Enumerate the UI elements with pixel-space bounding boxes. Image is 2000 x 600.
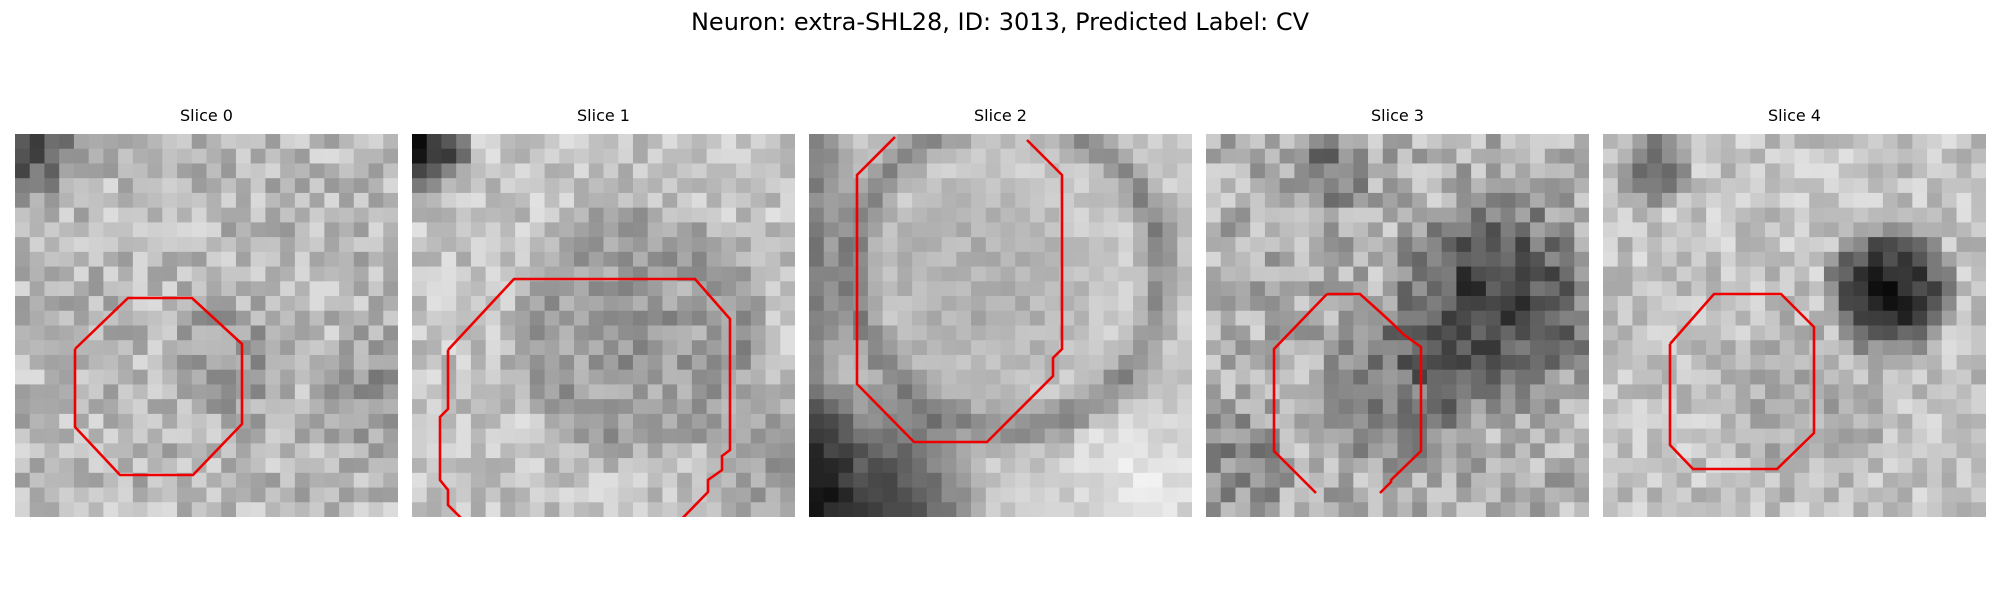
- slice-panel-0: Slice 0: [15, 106, 398, 517]
- cell-outline: [1327, 292, 1423, 494]
- slice-image-canvas: [412, 134, 795, 517]
- figure-title: Neuron: extra-SHL28, ID: 3013, Predicted…: [690, 8, 1310, 36]
- slice-image-canvas: [15, 134, 398, 517]
- cell-outline: [1668, 292, 1816, 471]
- cell-outline: [73, 296, 244, 477]
- slice-image-canvas: [1206, 134, 1589, 517]
- slice-image-canvas: [809, 134, 1192, 517]
- slice-panel-2: Slice 2: [809, 106, 1192, 517]
- cell-outline: [1272, 293, 1328, 494]
- slice-title: Slice 0: [180, 106, 233, 125]
- slice-image: [1603, 134, 1986, 517]
- cell-outline: [447, 277, 732, 517]
- cell-outline: [438, 350, 462, 517]
- slice-title: Slice 1: [577, 106, 630, 125]
- slice-panel-3: Slice 3: [1206, 106, 1589, 517]
- slice-panel-4: Slice 4: [1603, 106, 1986, 517]
- slice-image: [1206, 134, 1589, 517]
- cell-outline: [855, 136, 1064, 444]
- slice-title: Slice 3: [1371, 106, 1424, 125]
- slice-image: [809, 134, 1192, 517]
- slice-title: Slice 4: [1768, 106, 1821, 125]
- slice-image: [412, 134, 795, 517]
- slice-panel-1: Slice 1: [412, 106, 795, 517]
- slice-image-canvas: [1603, 134, 1986, 517]
- slice-title: Slice 2: [974, 106, 1027, 125]
- slice-image: [15, 134, 398, 517]
